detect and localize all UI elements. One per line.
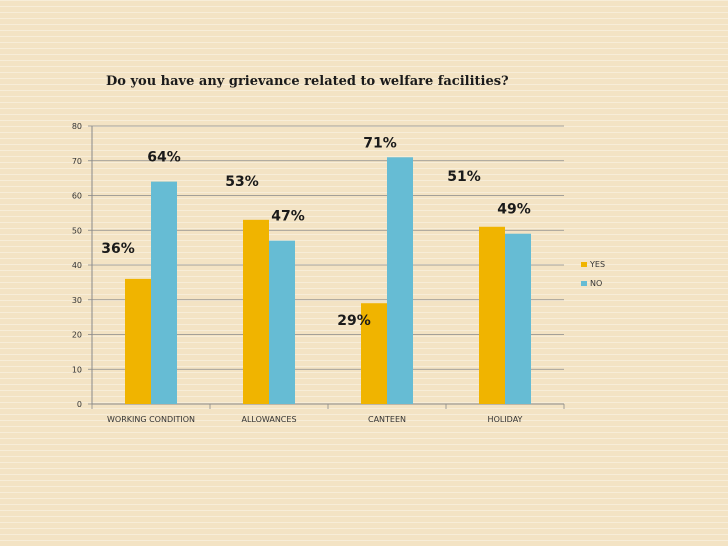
- bar-yes: [243, 219, 269, 404]
- legend-swatch-yes: [581, 262, 587, 267]
- data-label: 71%: [363, 135, 397, 151]
- bar-no: [151, 181, 177, 404]
- data-label: 36%: [101, 241, 135, 257]
- x-category-label: ALLOWANCES: [241, 415, 296, 424]
- y-tick-label: 20: [72, 331, 82, 340]
- data-label: 53%: [225, 174, 259, 190]
- data-label: 51%: [447, 169, 481, 185]
- y-tick-label: 60: [72, 192, 82, 201]
- x-category-label: HOLIDAY: [488, 415, 523, 424]
- bar-yes: [125, 278, 151, 404]
- legend-label-no: NO: [590, 279, 602, 288]
- y-tick-label: 70: [72, 157, 82, 166]
- bar-no: [505, 233, 531, 404]
- y-tick-label: 80: [72, 122, 82, 131]
- y-tick-label: 30: [72, 296, 82, 305]
- x-category-label: WORKING CONDITION: [107, 415, 195, 424]
- chart-title: Do you have any grievance related to wel…: [106, 74, 509, 89]
- data-label: 29%: [337, 313, 371, 329]
- bar-yes: [361, 303, 387, 404]
- bar-yes: [479, 226, 505, 404]
- y-tick-label: 0: [77, 400, 82, 409]
- y-tick-label: 40: [72, 261, 82, 270]
- x-category-label: CANTEEN: [368, 415, 406, 424]
- y-tick-label: 50: [72, 226, 82, 235]
- data-label: 47%: [271, 209, 305, 225]
- legend-swatch-no: [581, 281, 587, 286]
- data-label: 64%: [147, 150, 181, 166]
- data-label: 49%: [497, 202, 531, 218]
- legend-label-yes: YES: [589, 260, 605, 269]
- bar-no: [387, 157, 413, 404]
- bar-no: [269, 240, 295, 404]
- y-tick-label: 10: [72, 365, 82, 374]
